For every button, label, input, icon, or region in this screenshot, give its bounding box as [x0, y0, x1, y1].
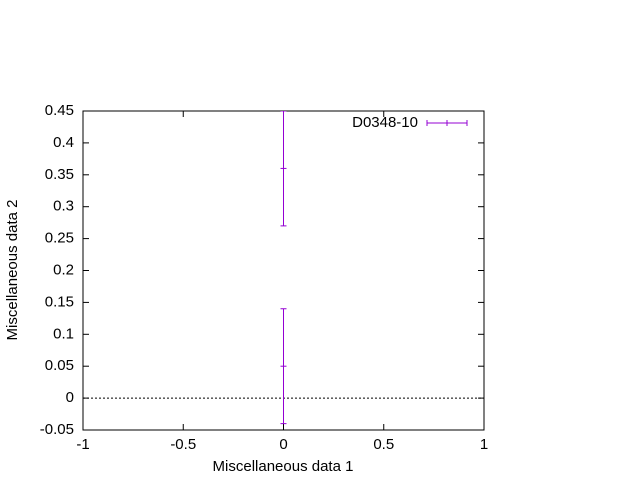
y-tick-label: 0.2: [53, 261, 74, 278]
x-tick-label: 0.5: [373, 436, 394, 453]
x-tick-label: 1: [480, 436, 488, 453]
y-tick-label: 0.3: [53, 198, 74, 215]
y-tick-label: 0.35: [45, 166, 74, 183]
y-tick-label: 0.45: [45, 102, 74, 119]
y-axis-label: Miscellaneous data 2: [4, 200, 21, 341]
x-tick-label: -0.5: [170, 436, 196, 453]
x-axis-label: Miscellaneous data 1: [213, 458, 354, 475]
x-tick-label: 0: [279, 436, 287, 453]
y-tick-label: 0: [66, 389, 74, 406]
y-tick-label: 0.25: [45, 230, 74, 247]
plot-area: [280, 111, 287, 425]
y-tick-label: 0.1: [53, 325, 74, 342]
legend-swatch: [426, 120, 468, 126]
x-tick-label: -1: [76, 436, 89, 453]
y-tick-label: 0.4: [53, 134, 74, 151]
y-tick-label: 0.05: [45, 357, 74, 374]
legend-label: D0348-10: [352, 114, 418, 131]
y-tick-label: 0.15: [45, 293, 74, 310]
y-tick-label: -0.05: [40, 421, 74, 438]
